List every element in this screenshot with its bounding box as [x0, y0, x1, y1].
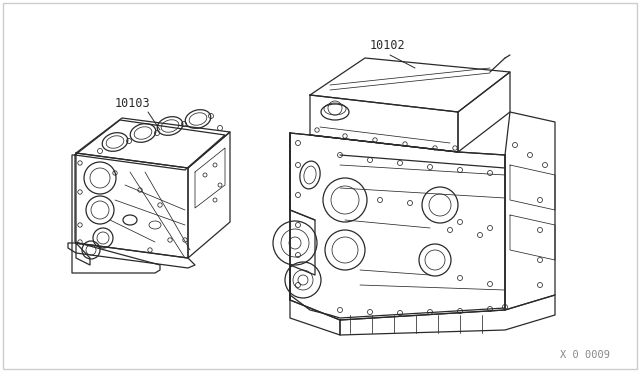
Text: 10102: 10102	[370, 39, 406, 52]
Text: 10103: 10103	[115, 97, 150, 110]
Text: X 0 0009: X 0 0009	[560, 350, 610, 360]
